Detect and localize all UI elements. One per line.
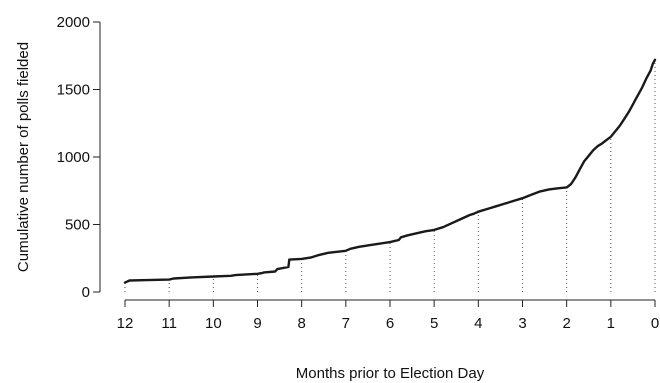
x-axis: 12 11 10 9 8 7 6 5 4 3 2 1 0 bbox=[117, 299, 659, 332]
x-tick-label-4: 4 bbox=[474, 315, 482, 332]
x-tick-label-11: 11 bbox=[161, 315, 177, 332]
x-tick-label-7: 7 bbox=[342, 315, 350, 332]
x-tick-label-6: 6 bbox=[386, 315, 394, 332]
x-tick-label-2: 2 bbox=[562, 315, 570, 332]
y-tick-label-1000: 1000 bbox=[57, 149, 90, 166]
month-marker-lines bbox=[124, 59, 656, 292]
x-tick-label-0: 0 bbox=[651, 315, 659, 332]
y-tick-label-1500: 1500 bbox=[57, 82, 90, 99]
x-tick-label-8: 8 bbox=[297, 315, 305, 332]
x-axis-title: Months prior to Election Day bbox=[296, 365, 485, 382]
y-tick-label-500: 500 bbox=[65, 217, 90, 234]
x-tick-label-9: 9 bbox=[253, 315, 261, 332]
x-tick-label-3: 3 bbox=[518, 315, 526, 332]
y-axis-title: Cumulative number of polls fielded bbox=[15, 42, 32, 272]
x-tick-label-12: 12 bbox=[117, 315, 134, 332]
series-line-0 bbox=[123, 58, 657, 284]
x-tick-label-10: 10 bbox=[205, 315, 222, 332]
x-tick-label-1: 1 bbox=[607, 315, 615, 332]
x-tick-label-5: 5 bbox=[430, 315, 438, 332]
y-axis: 0 500 1000 1500 2000 bbox=[57, 14, 101, 301]
y-tick-label-0: 0 bbox=[82, 284, 90, 301]
y-tick-label-2000: 2000 bbox=[57, 14, 90, 31]
series-group bbox=[123, 58, 657, 284]
